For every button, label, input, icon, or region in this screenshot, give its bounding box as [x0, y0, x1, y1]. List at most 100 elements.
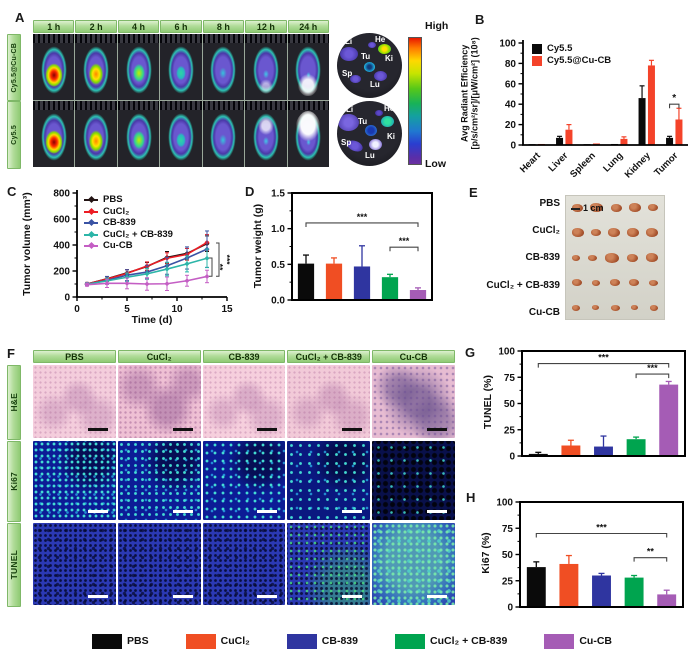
data-marker — [144, 281, 150, 287]
tumor-specimen — [572, 254, 580, 261]
mouse-image-cell — [202, 34, 245, 100]
liver-blob — [338, 114, 359, 131]
histology-tile-ki67-cucl2 — [117, 441, 201, 520]
intensity-colorbar — [408, 37, 422, 165]
he-tile-row — [33, 365, 455, 438]
legend-label: PBS — [103, 194, 123, 205]
axis-text: Liver — [547, 150, 571, 174]
legend-swatch — [185, 634, 216, 649]
legend-marker — [87, 242, 96, 250]
legend-item: CuCl₂ + CB-839 — [395, 634, 507, 649]
legend-item: CB-839 — [286, 634, 358, 649]
histology-tile-he-combo — [287, 365, 371, 438]
tumor-specimen — [610, 203, 622, 212]
axis-text: * — [672, 93, 676, 104]
legend-swatch — [532, 44, 542, 55]
axis-text: *** — [222, 255, 232, 266]
legend-label: CuCl₂ — [103, 205, 130, 217]
axis-text: 0 — [510, 141, 516, 152]
organ-label: Sp — [342, 69, 353, 78]
legend-label: CuCl₂ — [220, 635, 250, 648]
organ-label: He — [384, 104, 395, 113]
tumor-row — [565, 270, 665, 295]
legend-marker — [87, 230, 96, 238]
mouse-silhouette — [209, 43, 237, 96]
mouse-image-cell — [117, 101, 160, 167]
histology-tile-ki67-cb839 — [202, 441, 286, 520]
axis-text: 10 — [171, 304, 183, 315]
bar — [556, 137, 564, 145]
axis-text: ** — [215, 264, 225, 271]
mouse-silhouette — [40, 43, 68, 96]
kidney-blob — [381, 116, 394, 127]
tumor-row — [565, 220, 665, 245]
axis-text: 50 — [502, 550, 514, 561]
legend-swatch — [92, 634, 122, 649]
mouse-image-cell — [117, 34, 160, 100]
data-marker — [164, 281, 170, 287]
axis-text: 60 — [505, 79, 517, 90]
group-banner-cy55-cucb: Cy5.5@Cu-CB — [7, 34, 21, 101]
axis-text: 100 — [498, 347, 515, 358]
timepoint-header: 1 h — [33, 20, 75, 33]
bar — [561, 445, 581, 456]
mouse-image-cell — [75, 34, 117, 100]
axis-text: 800 — [53, 189, 70, 200]
scale-bar — [571, 207, 580, 210]
panel-f-label: F — [7, 346, 15, 361]
excised-tumor-photo — [565, 195, 665, 320]
axis-text: 400 — [53, 241, 70, 252]
histology-tile-tunel-cucl2 — [117, 523, 201, 605]
mouse-silhouette — [294, 43, 322, 96]
tumor-row — [565, 195, 665, 220]
histology-tile-ki67-combo — [287, 441, 371, 520]
tumor-weight-chart: 0.0 0.5 1.0 1.5 *** *** — [271, 189, 433, 307]
treatment-header: PBS — [33, 350, 116, 363]
mouse-silhouette — [40, 110, 68, 163]
bar — [666, 137, 674, 145]
tumor-specimen — [609, 279, 620, 286]
panel-d-label: D — [245, 184, 255, 199]
tumor-specimen — [648, 204, 658, 211]
mouse-image-cell — [33, 34, 75, 100]
axis-text: *** — [357, 212, 368, 222]
legend-label: Cu-CB — [103, 240, 133, 251]
lung-blob — [369, 139, 382, 150]
tumor-specimen — [650, 304, 658, 311]
panel-g-label: G — [465, 345, 476, 360]
tumor-blob — [364, 62, 375, 72]
axis-text: 1.5 — [271, 189, 285, 200]
bar — [594, 446, 613, 456]
panel-e-label: E — [469, 185, 478, 200]
legend-item: Cu-CB — [544, 634, 612, 649]
axis-text: 200 — [53, 267, 70, 278]
axis-text: 75 — [502, 524, 514, 535]
tumor-specimen — [646, 228, 658, 237]
legend-item: CuCl₂ — [185, 634, 250, 649]
bar — [526, 567, 546, 607]
sig-bracket — [537, 363, 670, 368]
stain-banner-ki67: Ki67 — [7, 441, 21, 522]
e-row-label: CuCl₂ — [532, 225, 560, 236]
axis-text: 0 — [74, 304, 80, 315]
tumor-specimen — [572, 304, 580, 311]
bar — [297, 263, 315, 300]
legend-swatch — [84, 207, 98, 215]
axis-text: 5 — [124, 304, 130, 315]
legend-marker — [87, 196, 96, 204]
bar — [565, 129, 573, 145]
legend-label: CB-839 — [321, 635, 358, 648]
tumor-specimen — [590, 203, 604, 212]
mouse-silhouette — [167, 43, 195, 96]
axis-text: 20 — [505, 120, 517, 131]
organ-label: Tu — [358, 117, 368, 126]
histology-tile-tunel-cb839 — [202, 523, 286, 605]
data-marker — [204, 273, 210, 280]
treatment-header-row: PBS CuCl₂ CB-839 CuCl₂ + CB-839 Cu-CB — [33, 350, 455, 363]
histology-tile-ki67-pbs — [33, 441, 116, 520]
panel-b-label: B — [475, 12, 485, 27]
tumor-specimen — [605, 252, 619, 263]
organ-label: Tu — [361, 52, 371, 61]
legend-label: CB-839 — [103, 217, 136, 228]
